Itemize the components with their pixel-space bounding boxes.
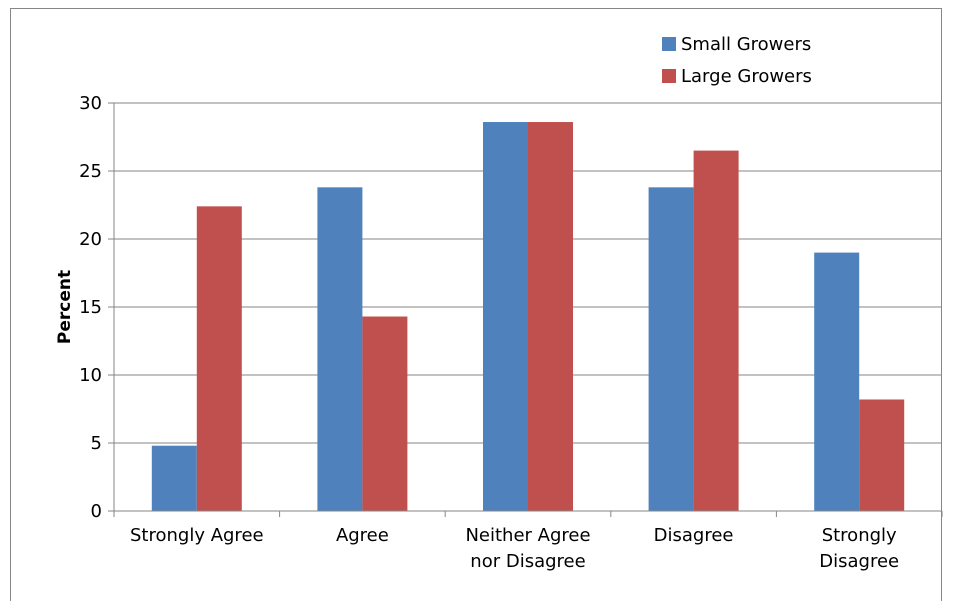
x-tick-label: Agree — [336, 525, 389, 546]
y-tick-label: 30 — [79, 93, 102, 114]
legend-swatch — [662, 37, 676, 51]
y-tick-labels: 0 5 10 15 20 25 30 — [79, 93, 102, 522]
bar-small-growers — [317, 187, 363, 511]
x-tick-label: Strongly Agree — [130, 525, 264, 546]
bar-small-growers — [648, 187, 694, 511]
bar-large-growers — [528, 122, 573, 511]
axes — [108, 102, 943, 517]
y-tick-label: 0 — [91, 501, 102, 522]
x-tick-label: Neither Agree nor Disagree — [465, 525, 590, 572]
x-tick-labels: Strongly Agree Agree Neither Agree nor Disa… — [130, 525, 899, 572]
bar-small-growers — [814, 252, 860, 511]
legend-label: Small Growers — [681, 34, 811, 55]
legend: Small Growers Large Growers — [662, 34, 812, 87]
bar-small-growers — [151, 445, 197, 511]
bars — [151, 122, 905, 512]
y-tick-label: 25 — [79, 161, 102, 182]
y-tick-label: 15 — [79, 297, 102, 318]
y-tick-label: 5 — [91, 433, 102, 454]
legend-swatch — [662, 69, 676, 83]
bar-large-growers — [362, 316, 408, 511]
bar-large-growers — [693, 150, 739, 511]
y-axis-label: Percent — [55, 270, 75, 344]
y-tick-label: 20 — [79, 229, 102, 250]
x-tick-label: Strongly Disagree — [819, 525, 899, 572]
y-tick-label: 10 — [79, 365, 102, 386]
x-tick-label: Disagree — [654, 525, 734, 546]
bar-small-growers — [483, 122, 528, 511]
bar-large-growers — [196, 206, 242, 512]
bar-large-growers — [859, 399, 905, 511]
legend-label: Large Growers — [681, 66, 812, 87]
